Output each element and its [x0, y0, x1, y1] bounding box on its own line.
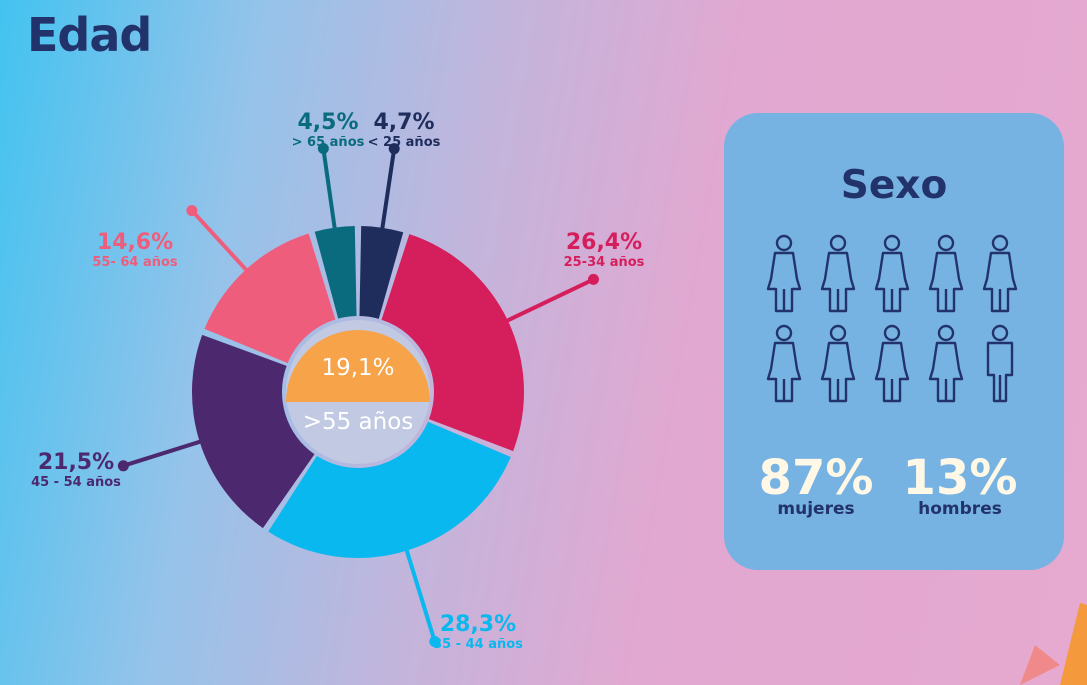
men-label: hombres — [918, 499, 1002, 519]
leader-dot — [317, 142, 329, 154]
leader-dot — [186, 205, 198, 217]
woman-icon — [766, 234, 802, 313]
woman-icon — [928, 324, 964, 403]
leader-line — [401, 540, 437, 643]
leader-line — [497, 277, 595, 327]
leader-dot — [587, 273, 599, 285]
sex-panel: Sexo 87% mujeres 13% hombres — [724, 113, 1064, 570]
women-label: mujeres — [777, 499, 855, 519]
leader-dot — [388, 143, 400, 155]
slice-range: 45 - 54 años — [31, 475, 121, 490]
slice-range: > 65 años — [291, 135, 365, 150]
slice-label: 21,5% 45 - 54 años — [16, 450, 136, 490]
woman-icon — [928, 234, 964, 313]
slice-range: 55- 64 años — [92, 255, 178, 270]
leader-dot — [117, 460, 129, 472]
sex-panel-title: Sexo — [840, 163, 948, 208]
leader-line — [378, 148, 397, 238]
slice-percent: 26,4% — [565, 230, 643, 255]
slice--25-a-os — [359, 226, 404, 319]
leader-line — [122, 436, 210, 468]
decorative-shape — [1020, 603, 1087, 685]
slice-label: 28,3% 35 - 44 años — [418, 612, 538, 652]
man-icon — [986, 324, 1014, 403]
slice-35-44-a-os — [268, 421, 511, 559]
slice-label: 26,4% 25-34 años — [544, 230, 664, 270]
leader-line — [321, 148, 338, 238]
slice--65-a-os — [314, 226, 357, 319]
slice-percent: 14,6% — [96, 230, 174, 255]
slice-percent: 4,5% — [297, 110, 359, 135]
woman-icon — [982, 234, 1018, 313]
woman-icon — [766, 324, 802, 403]
slice-percent: 4,7% — [373, 110, 435, 135]
slice-25-34-a-os — [381, 234, 524, 452]
slice-range: 25-34 años — [563, 255, 645, 270]
leader-line — [190, 209, 255, 279]
woman-icon — [820, 234, 856, 313]
slice-range: 35 - 44 años — [433, 637, 523, 652]
slice-label: 14,6% 55- 64 años — [75, 230, 195, 270]
men-percent: 13% — [902, 450, 1018, 506]
slice-55-64-a-os — [204, 233, 336, 364]
woman-icon — [874, 324, 910, 403]
center-label: >55 años — [302, 409, 414, 435]
center-highlight — [286, 330, 430, 402]
slice-label: 4,5% > 65 años — [268, 110, 388, 150]
woman-icon — [874, 234, 910, 313]
slice-range: < 25 años — [367, 135, 441, 150]
slice-percent: 28,3% — [439, 612, 517, 637]
leader-dot — [429, 635, 441, 647]
slice-label: 4,7% < 25 años — [344, 110, 464, 150]
center-value: 19,1% — [321, 355, 395, 381]
woman-icon — [820, 324, 856, 403]
people-icon-grid — [766, 234, 1018, 403]
page-title: Edad — [27, 8, 152, 62]
slice-45-54-a-os — [192, 334, 315, 529]
women-percent: 87% — [758, 450, 874, 506]
slice-percent: 21,5% — [37, 450, 115, 475]
